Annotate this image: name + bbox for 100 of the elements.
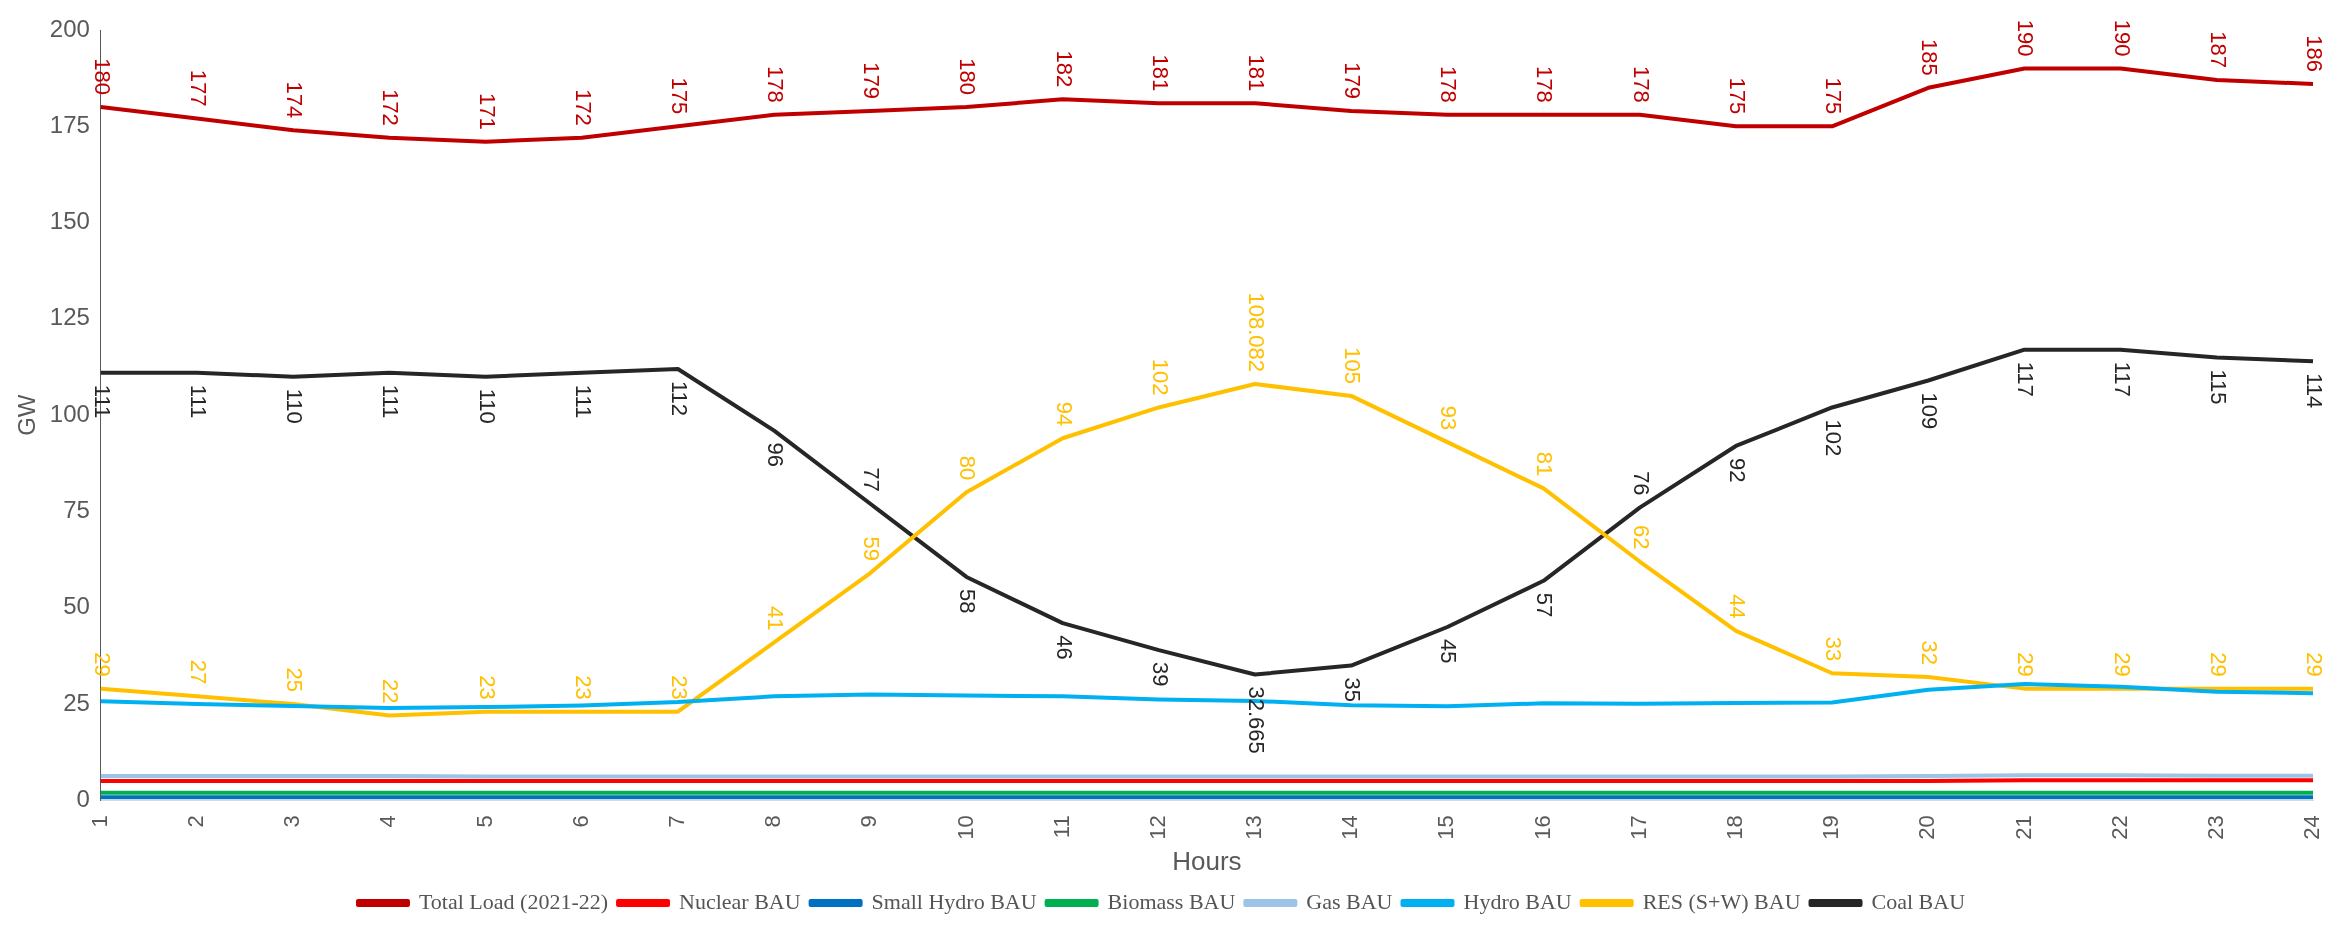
data-label: 93 [1436,405,1462,431]
y-tick-label: 25 [63,688,90,716]
data-label: 111 [378,384,404,419]
y-tick-label: 200 [49,14,90,42]
x-tick-label: 4 [375,815,401,828]
data-label: 105 [1340,347,1366,384]
data-label: 190 [2013,19,2039,57]
data-label: 102 [1147,358,1173,396]
data-label: 44 [1724,594,1750,619]
data-label: 108.082 [1243,292,1269,373]
data-label: 117 [2013,361,2039,397]
data-label: 182 [1051,50,1077,88]
x-tick-label: 12 [1144,815,1170,840]
data-label: 81 [1532,451,1558,477]
y-axis-title: GW [13,394,41,436]
data-label: 112 [666,380,692,417]
x-tick-label: 20 [1914,815,1940,840]
data-label: 23 [474,675,500,700]
x-tick-label: 19 [1818,815,1844,840]
x-tick-label: 14 [1337,815,1363,840]
x-tick-label: 16 [1529,815,1555,840]
data-label: 111 [89,384,115,419]
data-label: 29 [2109,652,2135,677]
x-tick-label: 22 [2106,815,2132,840]
data-label: 35 [1340,677,1366,703]
data-label: 46 [1051,635,1077,660]
data-label: 33 [1821,636,1847,662]
data-label: 29 [2205,652,2231,677]
y-tick-label: 50 [63,592,90,620]
y-tick-label: 100 [49,399,90,427]
data-label: 62 [1628,525,1654,550]
data-label: 115 [2205,369,2231,405]
legend-label: Total Load (2021-22) [418,888,609,914]
x-tick-label: 6 [567,815,593,828]
data-label: 110 [474,388,500,424]
x-tick-label: 11 [1048,815,1074,839]
x-tick-label: 2 [183,815,209,828]
x-tick-label: 17 [1625,815,1651,840]
x-tick-label: 9 [856,815,882,828]
data-label: 111 [570,384,596,419]
data-label: 58 [955,588,981,614]
data-label: 59 [859,536,885,562]
data-label: 77 [859,467,885,492]
y-tick-label: 175 [49,110,90,138]
x-tick-label: 7 [663,815,689,828]
data-label: 29 [2301,652,2327,677]
data-label: 80 [955,455,981,481]
data-label: 177 [185,69,211,107]
x-tick-label: 5 [471,815,497,828]
x-tick-label: 13 [1241,815,1267,840]
x-tick-label: 21 [2010,815,2036,840]
y-tick-label: 150 [49,207,90,235]
data-label: 175 [1724,77,1750,115]
legend-label: Hydro BAU [1463,888,1572,914]
data-label: 39 [1147,662,1173,687]
data-label: 186 [2301,35,2327,72]
data-label: 45 [1436,639,1462,664]
data-label: 29 [89,652,115,677]
data-label: 32 [1917,640,1943,666]
data-label: 185 [1917,39,1943,76]
x-tick-label: 18 [1721,815,1747,840]
x-tick-label: 1 [86,815,112,828]
data-label: 179 [859,62,885,99]
data-label: 187 [2205,31,2231,69]
data-label: 174 [282,81,308,119]
x-tick-label: 10 [952,815,978,840]
data-label: 175 [1821,77,1847,115]
data-label: 41 [763,605,789,631]
data-label: 171 [474,92,500,130]
x-tick-label: 23 [2202,815,2228,840]
legend-label: Biomass BAU [1107,888,1236,914]
data-label: 94 [1051,401,1077,427]
data-label: 29 [2013,652,2039,677]
data-label: 102 [1821,419,1847,457]
data-label: 178 [763,66,789,103]
data-label: 181 [1147,54,1173,92]
legend-label: Small Hydro BAU [871,888,1037,914]
data-label: 180 [89,58,115,96]
data-label: 23 [570,675,596,700]
legend-label: Gas BAU [1306,888,1393,914]
data-label: 76 [1628,471,1654,496]
data-label: 57 [1532,592,1558,618]
data-label: 111 [185,384,211,419]
data-label: 92 [1724,457,1750,483]
data-label: 117 [2109,361,2135,397]
y-tick-label: 75 [63,496,90,524]
data-label: 175 [666,77,692,115]
x-tick-label: 3 [279,815,305,828]
data-label: 23 [666,675,692,700]
x-tick-label: 8 [760,815,786,828]
y-tick-label: 0 [76,784,90,812]
data-label: 179 [1340,62,1366,99]
data-label: 181 [1243,54,1269,92]
data-label: 114 [2301,373,2327,409]
x-tick-label: 15 [1433,815,1459,840]
data-label: 190 [2109,19,2135,57]
data-label: 110 [282,388,308,424]
data-label: 96 [763,442,789,468]
data-label: 172 [378,89,404,126]
x-axis-title: Hours [1172,845,1242,876]
